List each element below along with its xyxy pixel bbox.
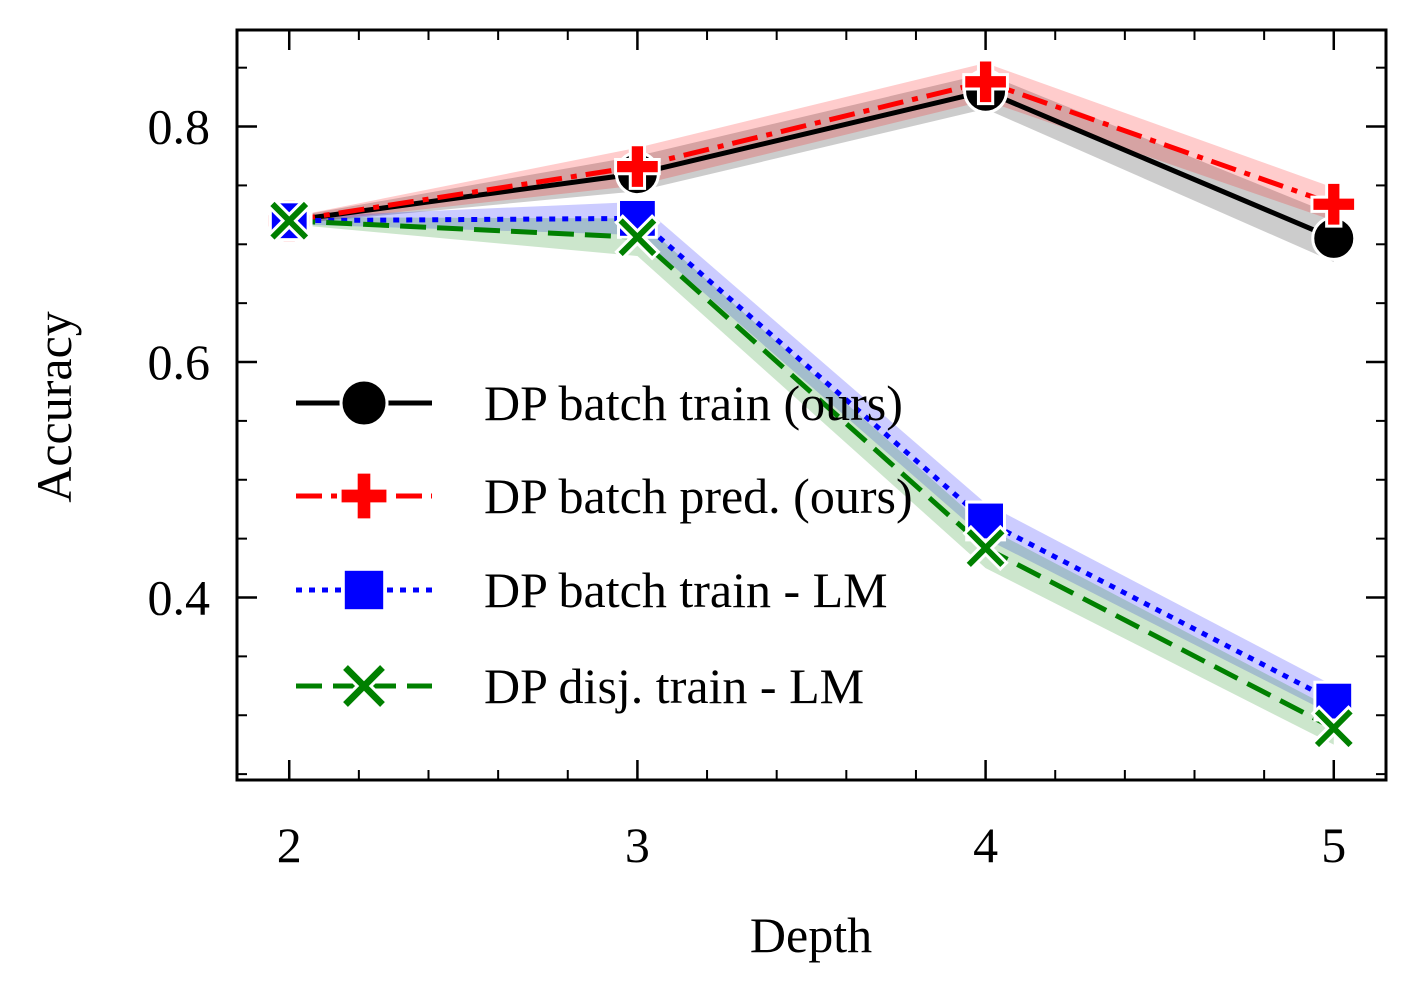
x-marker-icon xyxy=(266,197,313,244)
square-marker-icon xyxy=(965,500,1006,542)
line-series-3 xyxy=(289,215,1335,704)
legend-label: DP batch pred. (ours) xyxy=(484,468,913,524)
y-tick-label: 0.4 xyxy=(148,570,211,626)
legend-marker xyxy=(338,660,390,712)
marker-series-4-point-4 xyxy=(1310,705,1357,752)
x-tick-label: 3 xyxy=(625,817,650,873)
legend-entry-3: DP batch train - LM xyxy=(296,562,888,618)
circle-marker-icon xyxy=(339,378,389,428)
square-marker-icon xyxy=(341,567,387,613)
band-series-1 xyxy=(289,73,1334,262)
x-marker-icon xyxy=(338,660,390,712)
plus-marker-icon xyxy=(338,470,390,522)
x-axis-label: Depth xyxy=(750,907,872,963)
marker-series-4-point-3 xyxy=(962,524,1009,572)
legend-label: DP batch train (ours) xyxy=(484,375,903,431)
x-marker-icon xyxy=(614,214,661,261)
axes: 2 3 4 5 0.4 0.6 0.8 xyxy=(148,28,1388,873)
series-markers xyxy=(265,58,1358,752)
legend: DP batch train (ours) DP batch pred. (our… xyxy=(296,375,913,714)
line-series-4 xyxy=(289,218,1335,731)
plus-marker-icon xyxy=(962,58,1009,106)
y-axis-label: Accuracy xyxy=(26,311,82,503)
legend-marker xyxy=(341,567,387,613)
x-tick-label: 2 xyxy=(277,817,302,873)
legend-marker xyxy=(338,470,390,522)
x-tick-label: 5 xyxy=(1321,817,1346,873)
x-marker-icon xyxy=(1310,705,1357,752)
series-lines xyxy=(288,79,1335,731)
legend-entry-4: DP disj. train - LM xyxy=(296,658,864,714)
legend-label: DP batch train - LM xyxy=(484,562,888,618)
marker-series-4-point-1 xyxy=(266,197,313,244)
y-tick-label: 0.8 xyxy=(148,99,211,155)
line-series-1 xyxy=(288,88,1335,241)
marker-series-2-point-3 xyxy=(962,58,1009,106)
legend-entry-2: DP batch pred. (ours) xyxy=(296,468,913,524)
plus-marker-icon xyxy=(614,143,661,190)
legend-marker xyxy=(339,378,389,428)
y-tick-label: 0.6 xyxy=(148,334,211,390)
x-tick-label: 4 xyxy=(973,817,998,873)
legend-entry-1: DP batch train (ours) xyxy=(296,375,903,431)
legend-label: DP disj. train - LM xyxy=(484,658,864,714)
marker-series-4-point-2 xyxy=(614,214,661,261)
x-marker-icon xyxy=(962,524,1009,572)
plot-frame xyxy=(235,28,1388,782)
marker-series-3-point-3 xyxy=(965,500,1006,542)
marker-series-2-point-2 xyxy=(614,143,661,190)
marker-series-2-point-4 xyxy=(1310,180,1358,228)
plus-marker-icon xyxy=(1310,180,1358,228)
